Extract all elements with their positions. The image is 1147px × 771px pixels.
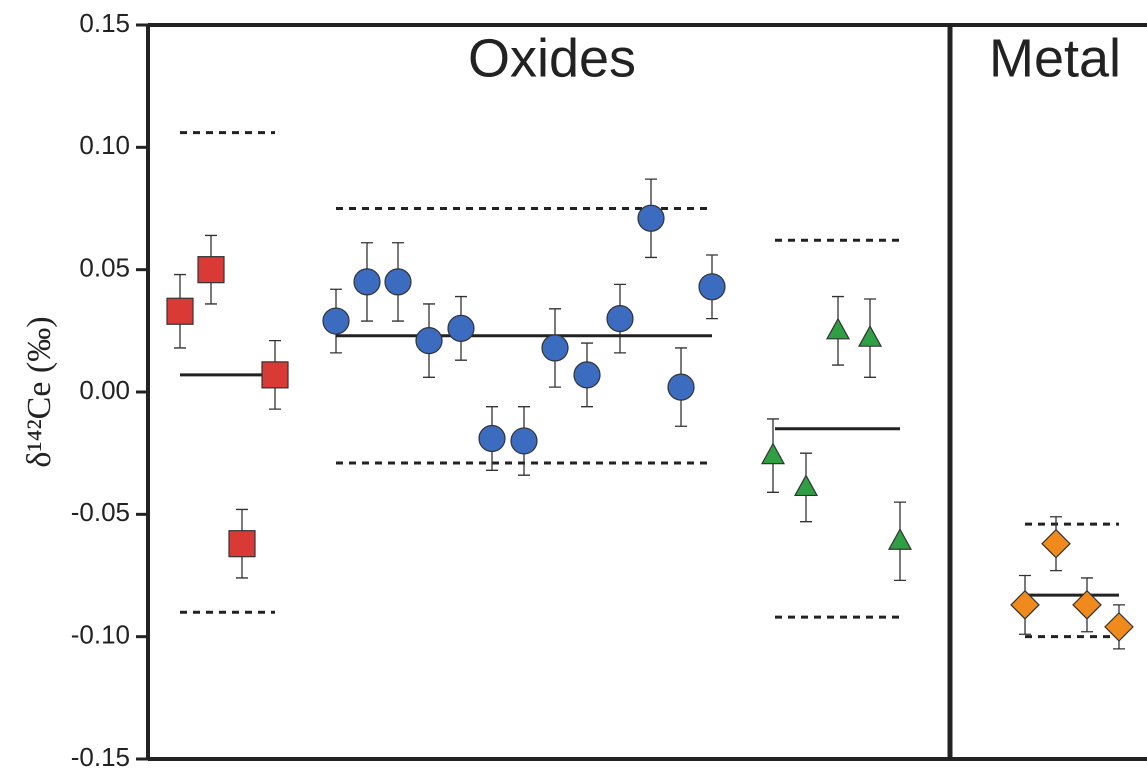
circle-marker [322, 307, 350, 335]
square-marker [166, 297, 194, 325]
y-tick-label: 0.10 [79, 130, 130, 160]
square-marker [261, 361, 289, 389]
triangle-marker [887, 528, 913, 550]
circle-marker [573, 361, 601, 389]
y-tick-label: -0.05 [71, 497, 130, 527]
circle-marker [447, 314, 475, 342]
panel-label: Metal [989, 28, 1121, 88]
diamond-marker [1104, 612, 1134, 642]
y-tick-label: 0.15 [79, 8, 130, 38]
triangle-marker [793, 474, 819, 497]
diamond-marker [1041, 528, 1071, 559]
y-tick-label: -0.10 [71, 620, 130, 650]
y-tick-label: 0.05 [79, 253, 130, 283]
square-marker [197, 256, 225, 284]
y-axis-label: δ¹⁴²Ce (‰) [21, 316, 58, 467]
square-marker [228, 530, 256, 558]
triangle-marker [857, 324, 883, 347]
diamond-marker [1010, 590, 1040, 620]
circle-marker [353, 268, 381, 296]
panel-label: Oxides [468, 28, 636, 88]
y-tick-label: 0.00 [79, 375, 130, 405]
triangle-marker [825, 317, 851, 340]
diamond-marker [1072, 590, 1102, 620]
circle-marker [384, 268, 412, 296]
circle-marker [606, 305, 634, 333]
circle-marker [698, 273, 726, 301]
circle-marker [478, 424, 506, 453]
circle-marker [637, 204, 665, 232]
triangle-marker [760, 442, 786, 465]
circle-marker [510, 427, 538, 455]
circle-marker [541, 334, 569, 362]
circle-marker [667, 373, 695, 401]
circle-marker [415, 327, 443, 355]
y-tick-label: -0.15 [71, 742, 130, 771]
